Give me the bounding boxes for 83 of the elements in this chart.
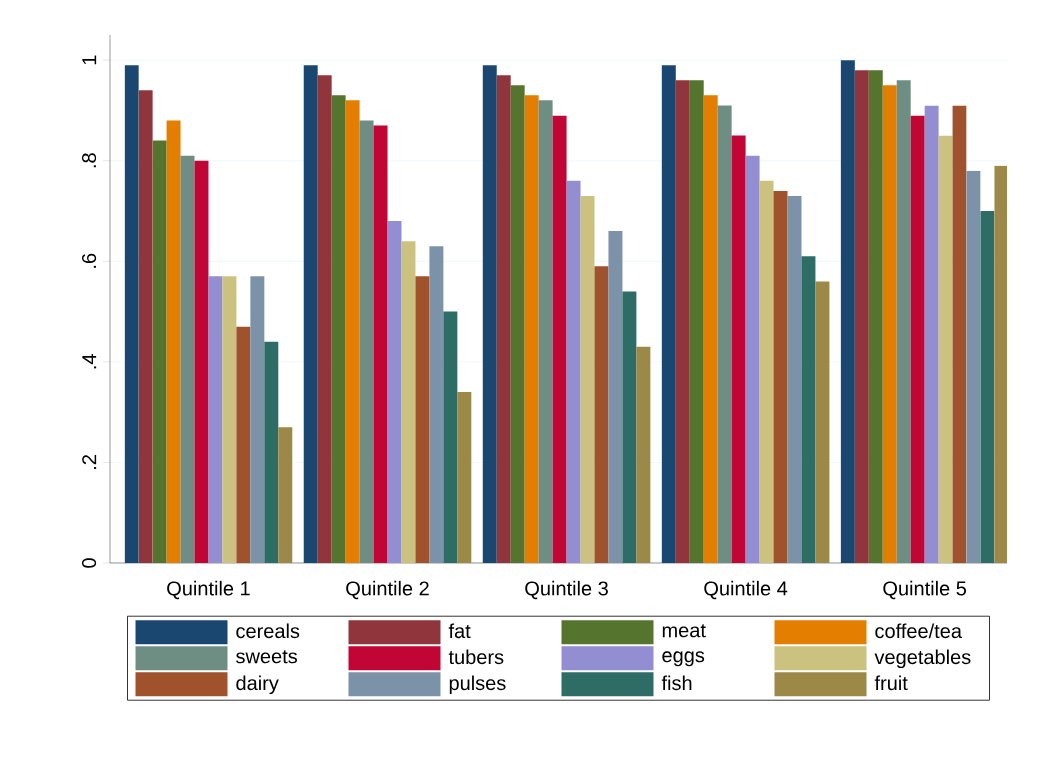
bar: [787, 195, 802, 563]
y-tick-label: .2: [82, 455, 97, 469]
legend-label: tubers: [448, 649, 504, 665]
bar: [580, 195, 595, 563]
bar: [331, 95, 346, 563]
bar: [661, 65, 676, 563]
legend-label: vegetables: [874, 649, 971, 669]
bar: [443, 311, 458, 563]
bar: [896, 80, 911, 563]
bar: [854, 70, 869, 563]
legend-label: meat: [662, 624, 706, 638]
bar: [608, 231, 623, 563]
x-tick-label: Quintile 5: [883, 580, 967, 600]
bar: [938, 135, 953, 563]
bar: [622, 291, 637, 563]
bar: [731, 135, 746, 563]
x-tick-label: Quintile 4: [704, 580, 788, 600]
bar: [166, 120, 181, 563]
legend-label: dairy: [236, 675, 279, 695]
x-tick-label: Quintile 1: [167, 580, 250, 600]
bar: [840, 60, 855, 563]
bar: [966, 170, 981, 563]
x-tick-label: Quintile 3: [525, 580, 608, 600]
bar: [910, 115, 925, 563]
bar: [387, 221, 402, 563]
bar: [815, 281, 830, 563]
y-tick-label: .4: [82, 354, 97, 369]
legend-label: fruit: [874, 675, 908, 691]
bar: [152, 140, 167, 563]
x-tick-label: Quintile 2: [346, 580, 429, 600]
bar: [429, 246, 444, 563]
legend-label: eggs: [662, 651, 705, 667]
bar: [868, 70, 883, 563]
legend-label: coffee/tea: [875, 623, 962, 639]
bar: [482, 65, 497, 563]
legend-label: sweets: [236, 650, 298, 664]
bar: [373, 125, 388, 563]
bar: [415, 276, 430, 563]
y-tick-label: .8: [81, 153, 97, 168]
bar: [345, 100, 360, 563]
bar: [636, 346, 651, 563]
bar: [882, 85, 897, 563]
bar: [566, 180, 581, 563]
bar: [138, 90, 153, 563]
bar: [278, 427, 293, 563]
bar: [675, 80, 690, 563]
legend-label: pulses: [449, 675, 506, 695]
bar: [703, 95, 718, 563]
bar: [303, 65, 318, 563]
bar: [801, 256, 816, 563]
bar: [524, 95, 539, 563]
bar: [759, 180, 774, 563]
bar: [208, 276, 223, 563]
legend-label: fat: [448, 623, 471, 639]
legend-label: cereals: [236, 623, 300, 639]
bar: [317, 75, 332, 563]
bar: [924, 105, 939, 563]
bar: [194, 160, 209, 563]
bar: [236, 326, 251, 563]
legend-label: fish: [661, 675, 692, 691]
bar: [994, 165, 1008, 563]
bar: [401, 241, 416, 563]
y-tick-label: 0: [81, 558, 97, 568]
bar: [689, 80, 704, 563]
bar: [980, 211, 995, 563]
bar: [124, 65, 139, 563]
bar: [250, 276, 265, 563]
bar: [180, 155, 195, 563]
bar: [457, 392, 472, 563]
bar: [717, 105, 732, 563]
y-tick-label: 1: [82, 55, 97, 65]
bar: [538, 100, 553, 563]
bar: [496, 75, 511, 563]
y-tick-label: .6: [81, 253, 97, 268]
bar: [552, 115, 567, 563]
bar: [264, 341, 279, 563]
bar: [745, 155, 760, 563]
bar: [222, 276, 237, 563]
bar: [773, 190, 788, 563]
bar: [594, 266, 609, 563]
bar: [359, 120, 374, 563]
bar: [952, 105, 967, 563]
bar: [510, 85, 525, 563]
